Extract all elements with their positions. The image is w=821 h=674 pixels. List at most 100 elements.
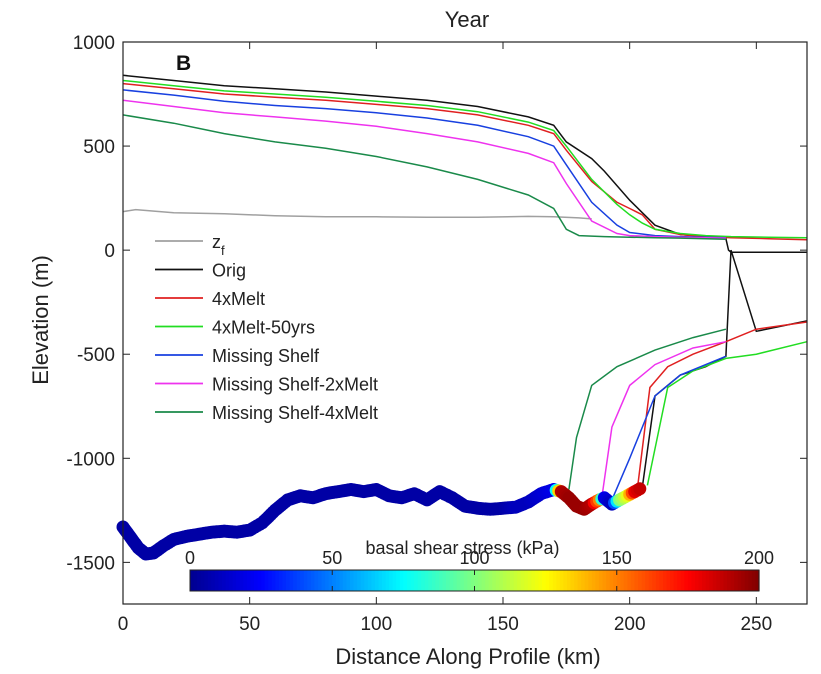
colorbar-segment [574,570,579,591]
colorbar-segment [474,570,479,591]
grounding-line-series [568,328,727,490]
colorbar-segment [527,570,532,591]
colorbar-segment [734,570,739,591]
colorbar-segment [367,570,372,591]
colorbar-segment [648,570,653,591]
colorbar-segment [374,570,380,591]
colorbar-segment [595,570,600,591]
x-tick-label: 50 [239,614,260,635]
colorbar-segment [190,570,195,591]
colorbar-segment [271,570,276,591]
grounding-line-series [601,340,727,498]
colorbar-segment [659,570,664,591]
colorbar-segment [264,570,269,591]
colorbar-segment [460,570,465,591]
colorbar-segment [499,570,504,591]
x-tick-label: 150 [487,614,519,635]
series-line-z-f [122,208,592,220]
colorbar-segment [517,570,522,591]
colorbar-segment [588,570,593,591]
colorbar-segment [662,570,668,591]
colorbar-segment [737,570,742,591]
colorbar-segment [204,570,209,591]
colorbar-segment [513,570,518,591]
colorbar-segment [446,570,451,591]
colorbar-segment [581,570,586,591]
colorbar-segment [705,570,710,591]
legend-label: Missing Shelf-2xMelt [212,375,378,395]
colorbar-segment [431,570,436,591]
colorbar-segment [620,570,625,591]
colorbar-segment [559,570,565,591]
colorbar-segment [495,570,500,591]
colorbar-segment [691,570,696,591]
colorbar-segment [531,570,536,591]
colorbar-segment [435,570,440,591]
y-tick-label: -1500 [66,553,115,574]
colorbar-segment [278,570,284,591]
colorbar-segment [556,570,561,591]
legend-label: Orig [212,261,246,281]
colorbar-segment [193,570,198,591]
colorbar-segment [332,570,337,591]
colorbar-segment [417,570,422,591]
colorbar-segment [673,570,678,591]
colorbar-segment [641,570,646,591]
colorbar-segment [342,570,348,591]
colorbar-segment [702,570,707,591]
colorbar-segment [655,570,661,591]
legend-label: Missing Shelf-4xMelt [212,403,378,423]
colorbar-segment [630,570,636,591]
colorbar-segment [360,570,365,591]
colorbar-segment [563,570,568,591]
colorbar-segment [570,570,575,591]
colorbar-segment [602,570,607,591]
grounding-line-series [641,249,808,488]
plot-frame [122,41,808,605]
legend-label: 4xMelt [212,289,265,309]
colorbar-segment [246,570,252,591]
colorbar-tick-label: 100 [459,548,489,568]
series-line-missing-shelf-4xmelt [122,114,726,241]
colorbar-segment [552,570,557,591]
colorbar-segment [549,570,554,591]
colorbar-segment [723,570,728,591]
colorbar-segment [638,570,643,591]
colorbar-segment [613,570,618,591]
colorbar-segment [627,570,632,591]
x-tick-label: 0 [118,614,129,635]
colorbar-segment [609,570,614,591]
colorbar-segment [378,570,383,591]
colorbar-segment [751,570,757,591]
colorbar-segment [421,570,426,591]
colorbar-segment [677,570,682,591]
colorbar-segment [243,570,248,591]
colorbar-segment [542,570,547,591]
grounding-line-series [611,355,727,501]
colorbar-segment [414,570,419,591]
colorbar-segment [410,570,415,591]
colorbar-segment [232,570,237,591]
colorbar-segment [396,570,401,591]
colorbar-segment [335,570,340,591]
series-line-missing-shelf [122,89,726,239]
colorbar-segment [282,570,287,591]
colorbar-segment [225,570,230,591]
series-layer [122,74,808,501]
legend-label: 4xMelt-50yrs [212,318,315,338]
colorbar-segment [250,570,255,591]
grounding-line-series [646,340,808,486]
colorbar-segment [709,570,714,591]
colorbar-segment [318,570,323,591]
series-line-orig [122,74,807,253]
colorbar-segment [748,570,753,591]
y-axis-label: Elevation (m) [28,255,53,385]
colorbar-segment [239,570,244,591]
legend: zf Orig 4xMelt 4xMelt-50yrs Missing Shelf Mis… [155,232,378,423]
colorbar: 0 50 100 150 200 basal shear stress (kPa) [185,538,774,592]
colorbar-segment [389,570,394,591]
colorbar-segment [456,570,461,591]
colorbar-segment [286,570,291,591]
